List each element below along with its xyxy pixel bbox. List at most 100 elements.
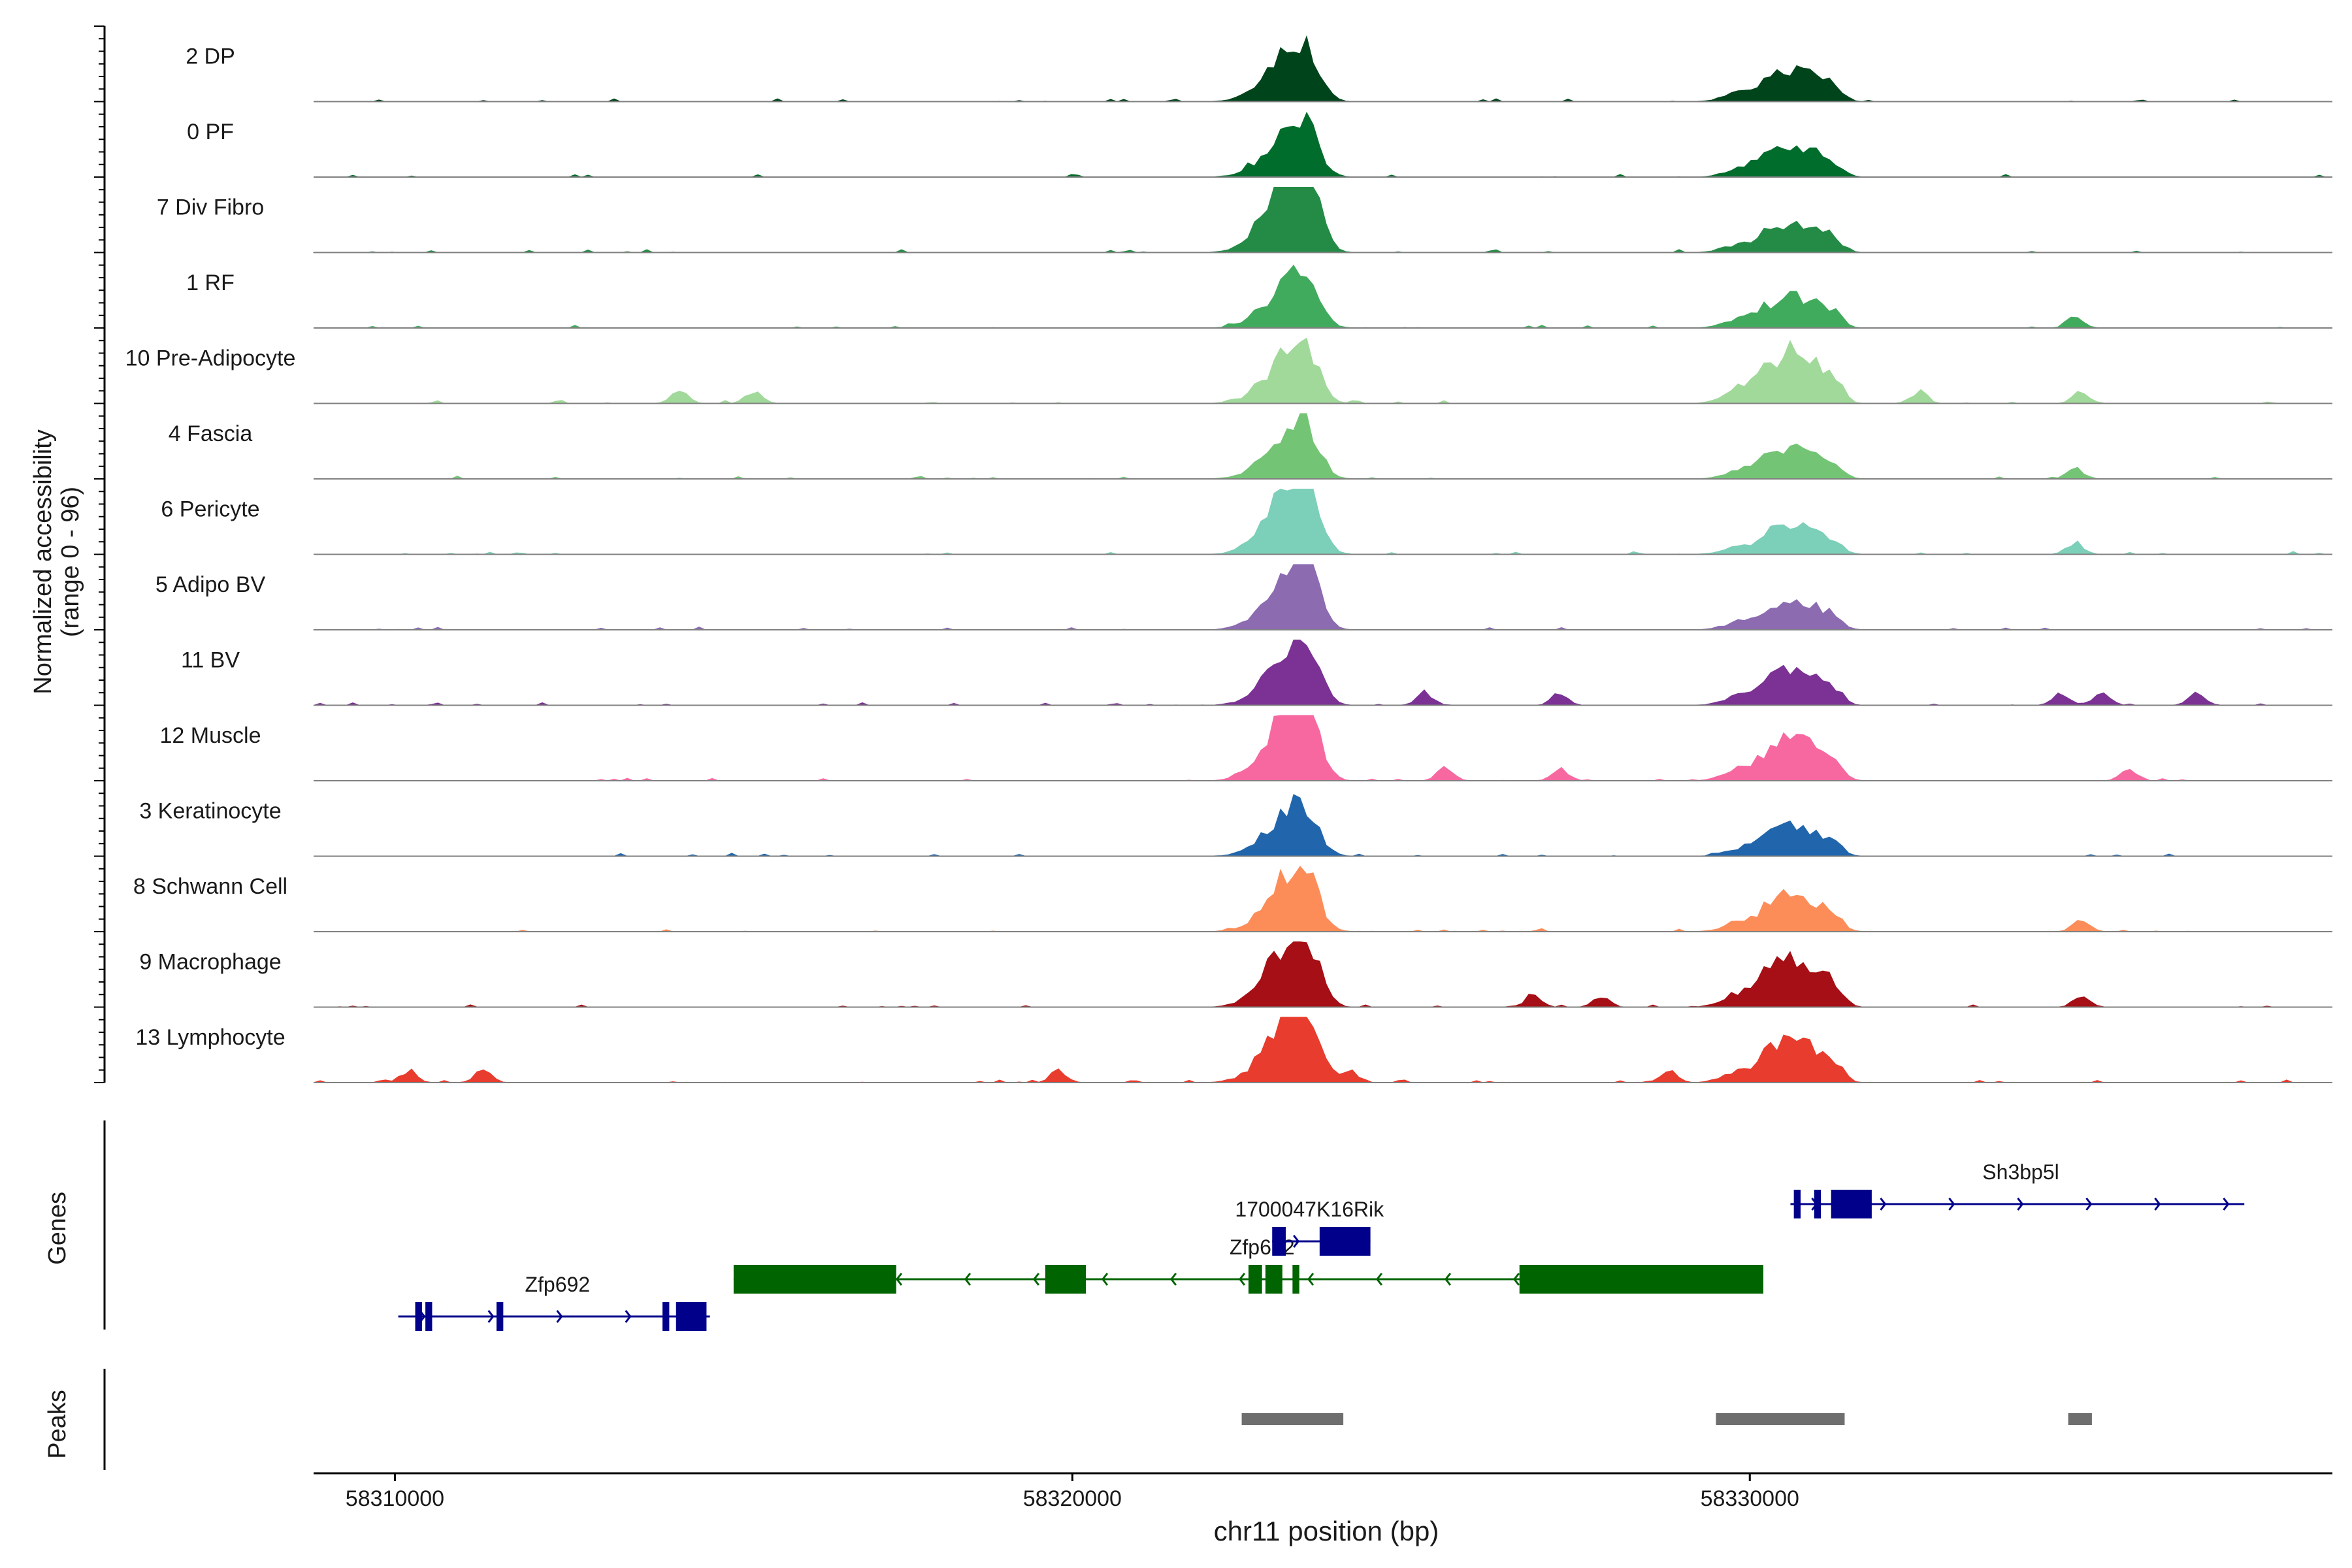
- coverage-track: 7 Div Fibro: [157, 187, 2332, 253]
- gene-exon: [1814, 1190, 1821, 1218]
- track-label: 11 BV: [181, 648, 240, 673]
- track-label: 7 Div Fibro: [157, 195, 264, 220]
- track-label: 10 Pre-Adipocyte: [125, 346, 296, 371]
- axes: Normalized accessibility (range 0 - 96) …: [29, 429, 2332, 1546]
- gene-exon: [425, 1302, 433, 1331]
- gene-label: Sh3bp5l: [1982, 1160, 2059, 1184]
- strand-arrow-icon: [1032, 1273, 1040, 1286]
- coverage-track: 8 Schwann Cell: [133, 866, 2332, 932]
- peak-region: [2068, 1413, 2092, 1425]
- strand-arrow-icon: [487, 1310, 495, 1323]
- track-label: 8 Schwann Cell: [133, 874, 287, 899]
- coverage-area: [313, 640, 2332, 706]
- track-label: 9 Macrophage: [139, 950, 281, 975]
- coverage-track: 10 Pre-Adipocyte: [125, 337, 2332, 404]
- strand-arrow-icon: [1169, 1273, 1177, 1286]
- coverage-track: 12 Muscle: [160, 715, 2332, 781]
- peaks-panel-label: Peaks: [44, 1390, 71, 1459]
- track-label: 0 PF: [187, 120, 234, 144]
- strand-arrow-icon: [1101, 1273, 1109, 1286]
- gene-exon: [733, 1265, 896, 1294]
- strand-arrow-icon: [964, 1273, 972, 1286]
- track-label: 3 Keratinocyte: [139, 799, 281, 824]
- coverage-area: [314, 265, 2332, 329]
- track-label: 5 Adipo BV: [155, 572, 266, 597]
- strand-arrow-icon: [2223, 1198, 2230, 1211]
- coverage-area: [314, 337, 2332, 404]
- gene-exon: [1319, 1227, 1371, 1256]
- strand-arrow-icon: [1444, 1273, 1452, 1286]
- gene-exon: [1292, 1265, 1299, 1294]
- coverage-track: 0 PF: [187, 112, 2332, 178]
- track-label: 6 Pericyte: [161, 497, 259, 522]
- coverage-track: 13 Lymphocyte: [135, 1017, 2332, 1083]
- peaks-panel: [103, 1369, 2092, 1470]
- coverage-track: 1 RF: [186, 265, 2332, 329]
- strand-arrow-icon: [1512, 1273, 1520, 1286]
- track-label: 2 DP: [186, 44, 235, 69]
- y-axis-label-line1: Normalized accessibility: [29, 429, 57, 694]
- coverage-area: [314, 112, 2332, 178]
- strand-arrow-icon: [2085, 1198, 2093, 1211]
- gene-model: Zfp692: [398, 1273, 710, 1331]
- strand-arrow-icon: [1293, 1235, 1300, 1248]
- coverage-area: [314, 35, 2332, 103]
- gene-model: Sh3bp5l: [1790, 1160, 2245, 1218]
- gene-exon: [1265, 1265, 1282, 1294]
- track-label: 12 Muscle: [160, 723, 261, 748]
- track-label: 4 Fascia: [169, 421, 253, 446]
- peak-region: [1716, 1413, 1845, 1425]
- coverage-track: 6 Pericyte: [161, 488, 2332, 555]
- coverage-track: 11 BV: [181, 640, 2332, 706]
- x-axis-label: chr11 position (bp): [1214, 1516, 1439, 1546]
- coverage-area: [313, 564, 2332, 630]
- strand-arrow-icon: [625, 1310, 632, 1323]
- y-axis-label-line2: (range 0 - 96): [57, 487, 84, 637]
- gene-model: Zfp672: [733, 1235, 1763, 1294]
- coverage-track: 3 Keratinocyte: [139, 794, 2332, 857]
- coverage-area: [314, 866, 2332, 932]
- coverage-area: [314, 488, 2332, 555]
- gene-exon: [1793, 1190, 1801, 1218]
- gene-exon: [662, 1302, 670, 1331]
- track-label: 13 Lymphocyte: [135, 1025, 285, 1050]
- coverage-track: 2 DP: [186, 35, 2332, 103]
- coverage-tracks: 2 DP 0 PF 7 Div Fibro 1 RF 10 Pre-Adipocyte 4…: [94, 25, 2332, 1083]
- coverage-area: [313, 1017, 2332, 1083]
- gene-label: 1700047K16Rik: [1235, 1198, 1384, 1221]
- gene-label: Zfp692: [525, 1273, 590, 1296]
- strand-arrow-icon: [1880, 1198, 1887, 1211]
- strand-arrow-icon: [2154, 1198, 2161, 1211]
- genes-panel-label: Genes: [44, 1192, 71, 1265]
- x-tick-label: 58310000: [346, 1486, 444, 1511]
- coverage-track: 4 Fascia: [169, 413, 2332, 480]
- strand-arrow-icon: [1948, 1198, 1955, 1211]
- gene-exon: [1519, 1265, 1763, 1294]
- strand-arrow-icon: [1375, 1273, 1383, 1286]
- gene-exon: [1831, 1190, 1872, 1218]
- genes-panel: Zfp692 Zfp672 1700047K16Rik Sh3bp5l: [103, 1120, 2245, 1331]
- gene-exon: [676, 1302, 707, 1331]
- gene-exon: [1272, 1227, 1286, 1256]
- gene-exon: [1248, 1265, 1262, 1294]
- strand-arrow-icon: [2017, 1198, 2024, 1211]
- gene-exon: [496, 1302, 504, 1331]
- gene-exon: [1045, 1265, 1086, 1294]
- peak-region: [1241, 1413, 1344, 1425]
- strand-arrow-icon: [556, 1310, 563, 1323]
- coverage-area: [314, 794, 2332, 857]
- strand-arrow-icon: [895, 1273, 903, 1286]
- coverage-area: [313, 413, 2332, 480]
- strand-arrow-icon: [1307, 1273, 1315, 1286]
- coverage-area: [313, 187, 2332, 253]
- gene-model: 1700047K16Rik: [1235, 1198, 1384, 1256]
- track-label: 1 RF: [186, 270, 235, 295]
- x-tick-label: 58330000: [1701, 1486, 1799, 1511]
- gene-exon: [415, 1302, 422, 1331]
- x-tick-label: 58320000: [1023, 1486, 1122, 1511]
- coverage-area: [314, 715, 2332, 781]
- strand-arrow-icon: [1238, 1273, 1246, 1286]
- coverage-area: [314, 941, 2332, 1008]
- coverage-track: 9 Macrophage: [139, 941, 2332, 1008]
